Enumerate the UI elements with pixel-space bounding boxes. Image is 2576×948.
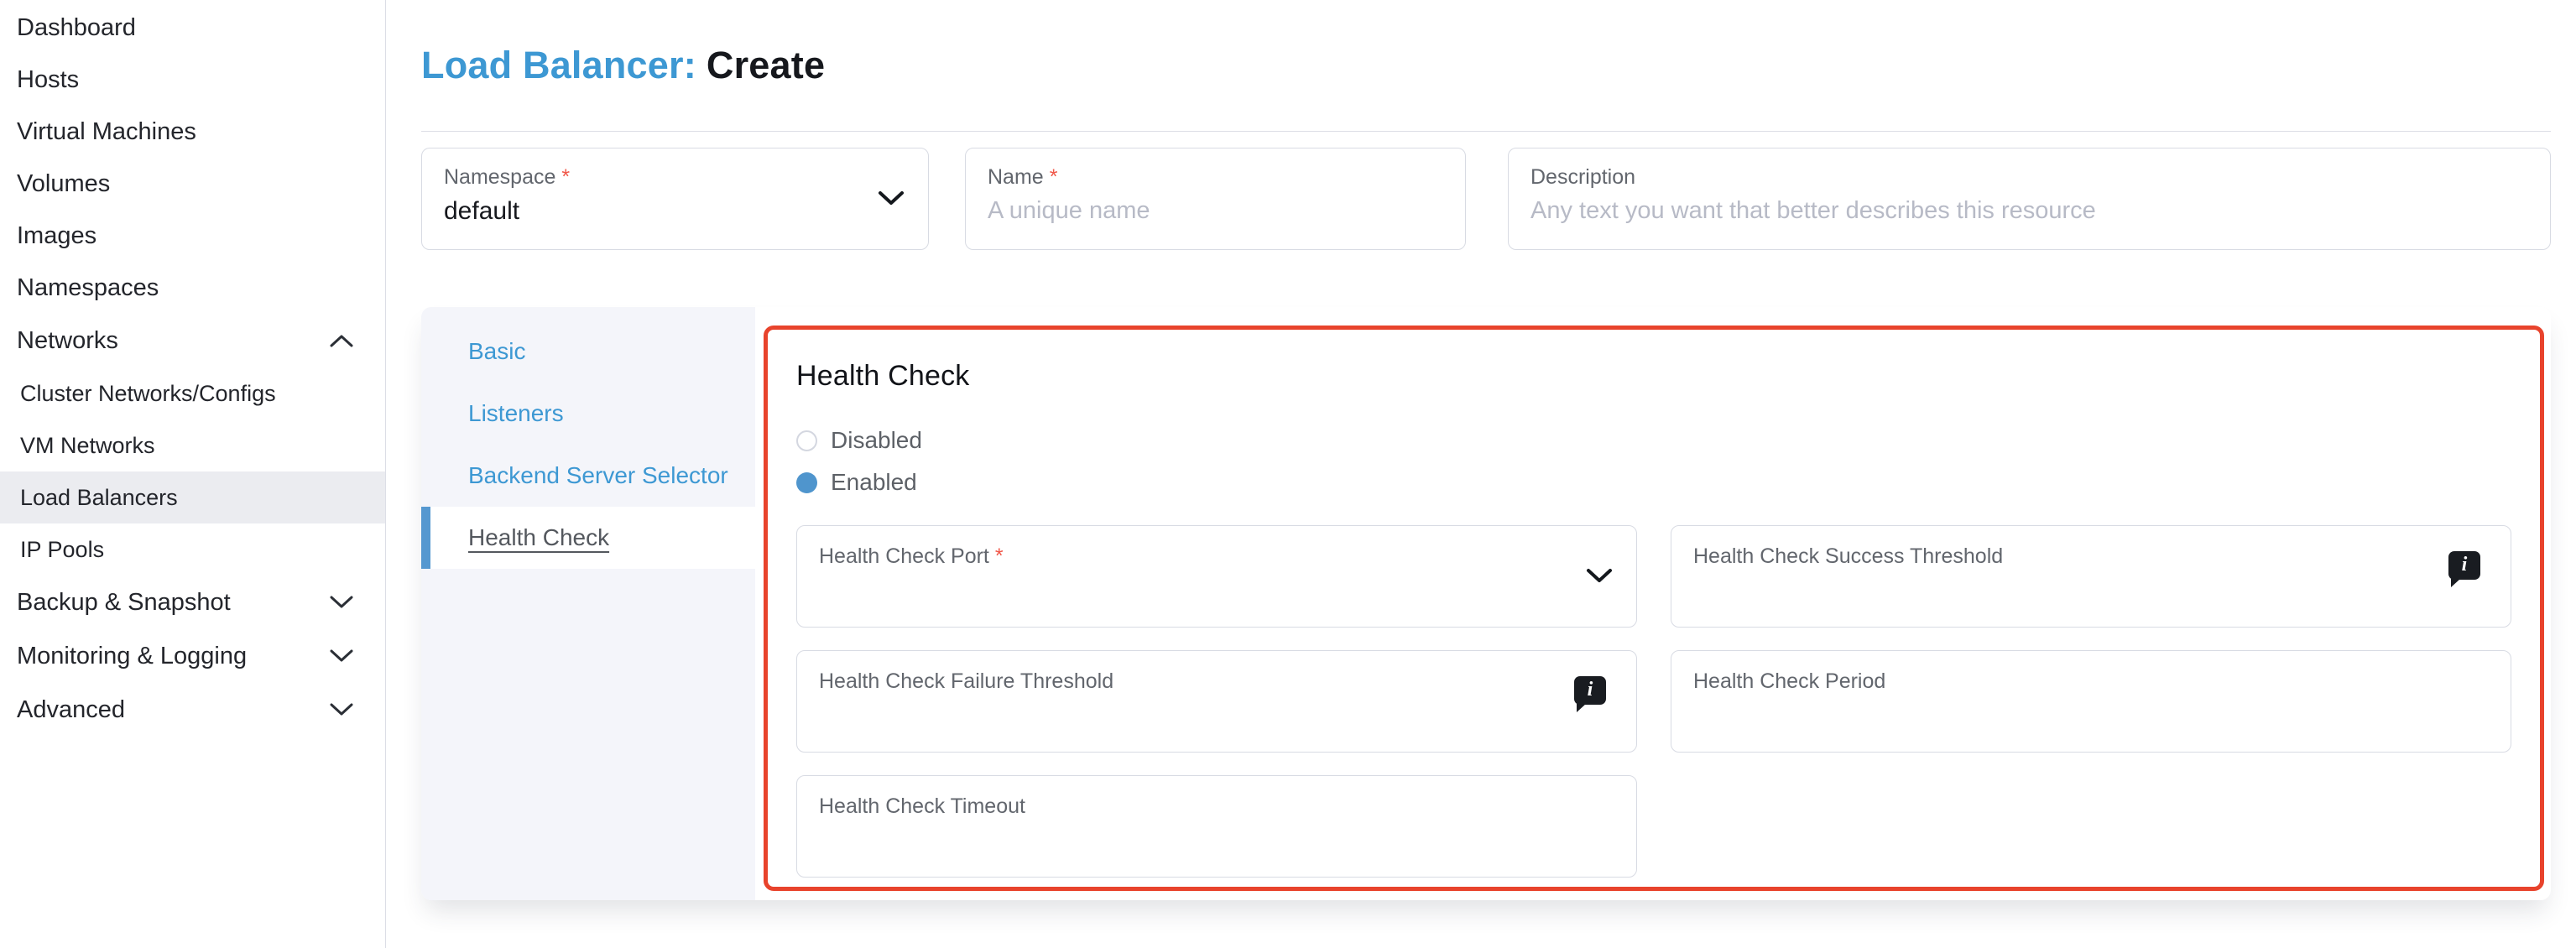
namespace-value: default <box>444 197 520 225</box>
name-input[interactable] <box>988 197 1421 225</box>
sidebar-item-namespaces[interactable]: Namespaces <box>17 273 159 301</box>
chevron-up-icon <box>330 334 353 347</box>
radio-label: Enabled <box>831 469 917 495</box>
sidebar-item-label: Backup & Snapshot <box>17 588 231 616</box>
sidebar-item-volumes[interactable]: Volumes <box>17 169 111 197</box>
sidebar-item-vm-networks[interactable]: VM Networks <box>20 432 155 458</box>
tab-basic[interactable]: Basic <box>468 338 526 364</box>
name-field: Name * <box>965 148 1466 250</box>
sidebar-item-images[interactable]: Images <box>17 221 97 249</box>
section-title: Health Check <box>796 360 970 392</box>
tab-backend-server-selector[interactable]: Backend Server Selector <box>468 462 728 488</box>
sidebar-item-ip-pools[interactable]: IP Pools <box>20 536 105 562</box>
description-input[interactable] <box>1530 197 2479 225</box>
health-check-failure-threshold-field[interactable]: Health Check Failure Threshold i <box>796 650 1637 753</box>
health-check-success-threshold-field[interactable]: Health Check Success Threshold i <box>1671 525 2511 628</box>
page-title-resource: Load Balancer: <box>421 44 696 86</box>
description-label: Description <box>1530 165 1636 189</box>
health-check-period-field[interactable]: Health Check Period <box>1671 650 2511 753</box>
health-check-toggle-group: Disabled Enabled <box>796 419 2511 503</box>
page-title: Load Balancer: Create <box>421 44 825 87</box>
health-check-fields: Health Check Port * Health Check Success … <box>796 525 2511 878</box>
required-marker: * <box>1049 165 1058 189</box>
sidebar-item-virtual-machines[interactable]: Virtual Machines <box>17 117 196 145</box>
namespace-label: Namespace * <box>444 165 571 189</box>
namespace-select[interactable]: Namespace * default <box>421 148 929 250</box>
tab-list: Basic Listeners Backend Server Selector … <box>421 307 755 900</box>
health-check-port-select[interactable]: Health Check Port * <box>796 525 1637 628</box>
field-label: Health Check Period <box>1693 669 1886 693</box>
health-check-section: Health Check Disabled Enabled Health Che… <box>764 326 2544 891</box>
page-title-action: Create <box>706 44 826 86</box>
radio-label: Disabled <box>831 427 922 453</box>
required-marker: * <box>561 165 571 189</box>
tab-listeners[interactable]: Listeners <box>468 400 564 426</box>
sidebar-item-label: Monitoring & Logging <box>17 642 248 669</box>
sidebar-item-backup-snapshot[interactable]: Backup & Snapshot <box>0 576 385 629</box>
chevron-down-icon <box>878 190 905 206</box>
field-label: Health Check Success Threshold <box>1693 544 2004 568</box>
description-field: Description <box>1508 148 2551 250</box>
chevron-down-icon <box>330 596 353 609</box>
sidebar-item-load-balancers[interactable]: Load Balancers <box>0 471 385 523</box>
info-icon[interactable]: i <box>1574 676 1606 712</box>
sidebar-item-advanced[interactable]: Advanced <box>0 683 385 737</box>
health-check-timeout-field[interactable]: Health Check Timeout <box>796 775 1637 878</box>
tab-health-check[interactable]: Health Check <box>421 507 755 569</box>
sidebar-item-label: Advanced <box>17 695 125 723</box>
form-panel: Basic Listeners Backend Server Selector … <box>421 307 2551 900</box>
field-label: Health Check Failure Threshold <box>819 669 1114 693</box>
name-label: Name * <box>988 165 1058 189</box>
field-label: Health Check Port * <box>819 544 1004 568</box>
sidebar-item-cluster-networks-configs[interactable]: Cluster Networks/Configs <box>20 380 276 406</box>
info-icon[interactable]: i <box>2448 551 2480 587</box>
chevron-down-icon <box>330 703 353 716</box>
radio-circle-unchecked[interactable] <box>796 430 817 451</box>
sidebar-item-networks[interactable]: Networks <box>0 314 385 367</box>
required-marker: * <box>994 544 1004 568</box>
title-divider <box>421 131 2551 132</box>
sidebar-item-hosts[interactable]: Hosts <box>17 65 80 93</box>
field-label: Health Check Timeout <box>819 794 1025 818</box>
radio-enabled[interactable]: Enabled <box>796 461 2511 503</box>
radio-disabled[interactable]: Disabled <box>796 419 2511 461</box>
sidebar-item-dashboard[interactable]: Dashboard <box>17 13 136 41</box>
radio-circle-checked[interactable] <box>796 471 817 493</box>
sidebar-item-monitoring-logging[interactable]: Monitoring & Logging <box>0 629 385 683</box>
chevron-down-icon <box>330 649 353 663</box>
active-tab-indicator <box>421 507 430 569</box>
sidebar: Dashboard Hosts Virtual Machines Volumes… <box>0 0 386 948</box>
chevron-down-icon <box>1586 568 1613 584</box>
sidebar-item-label: Networks <box>17 326 118 354</box>
